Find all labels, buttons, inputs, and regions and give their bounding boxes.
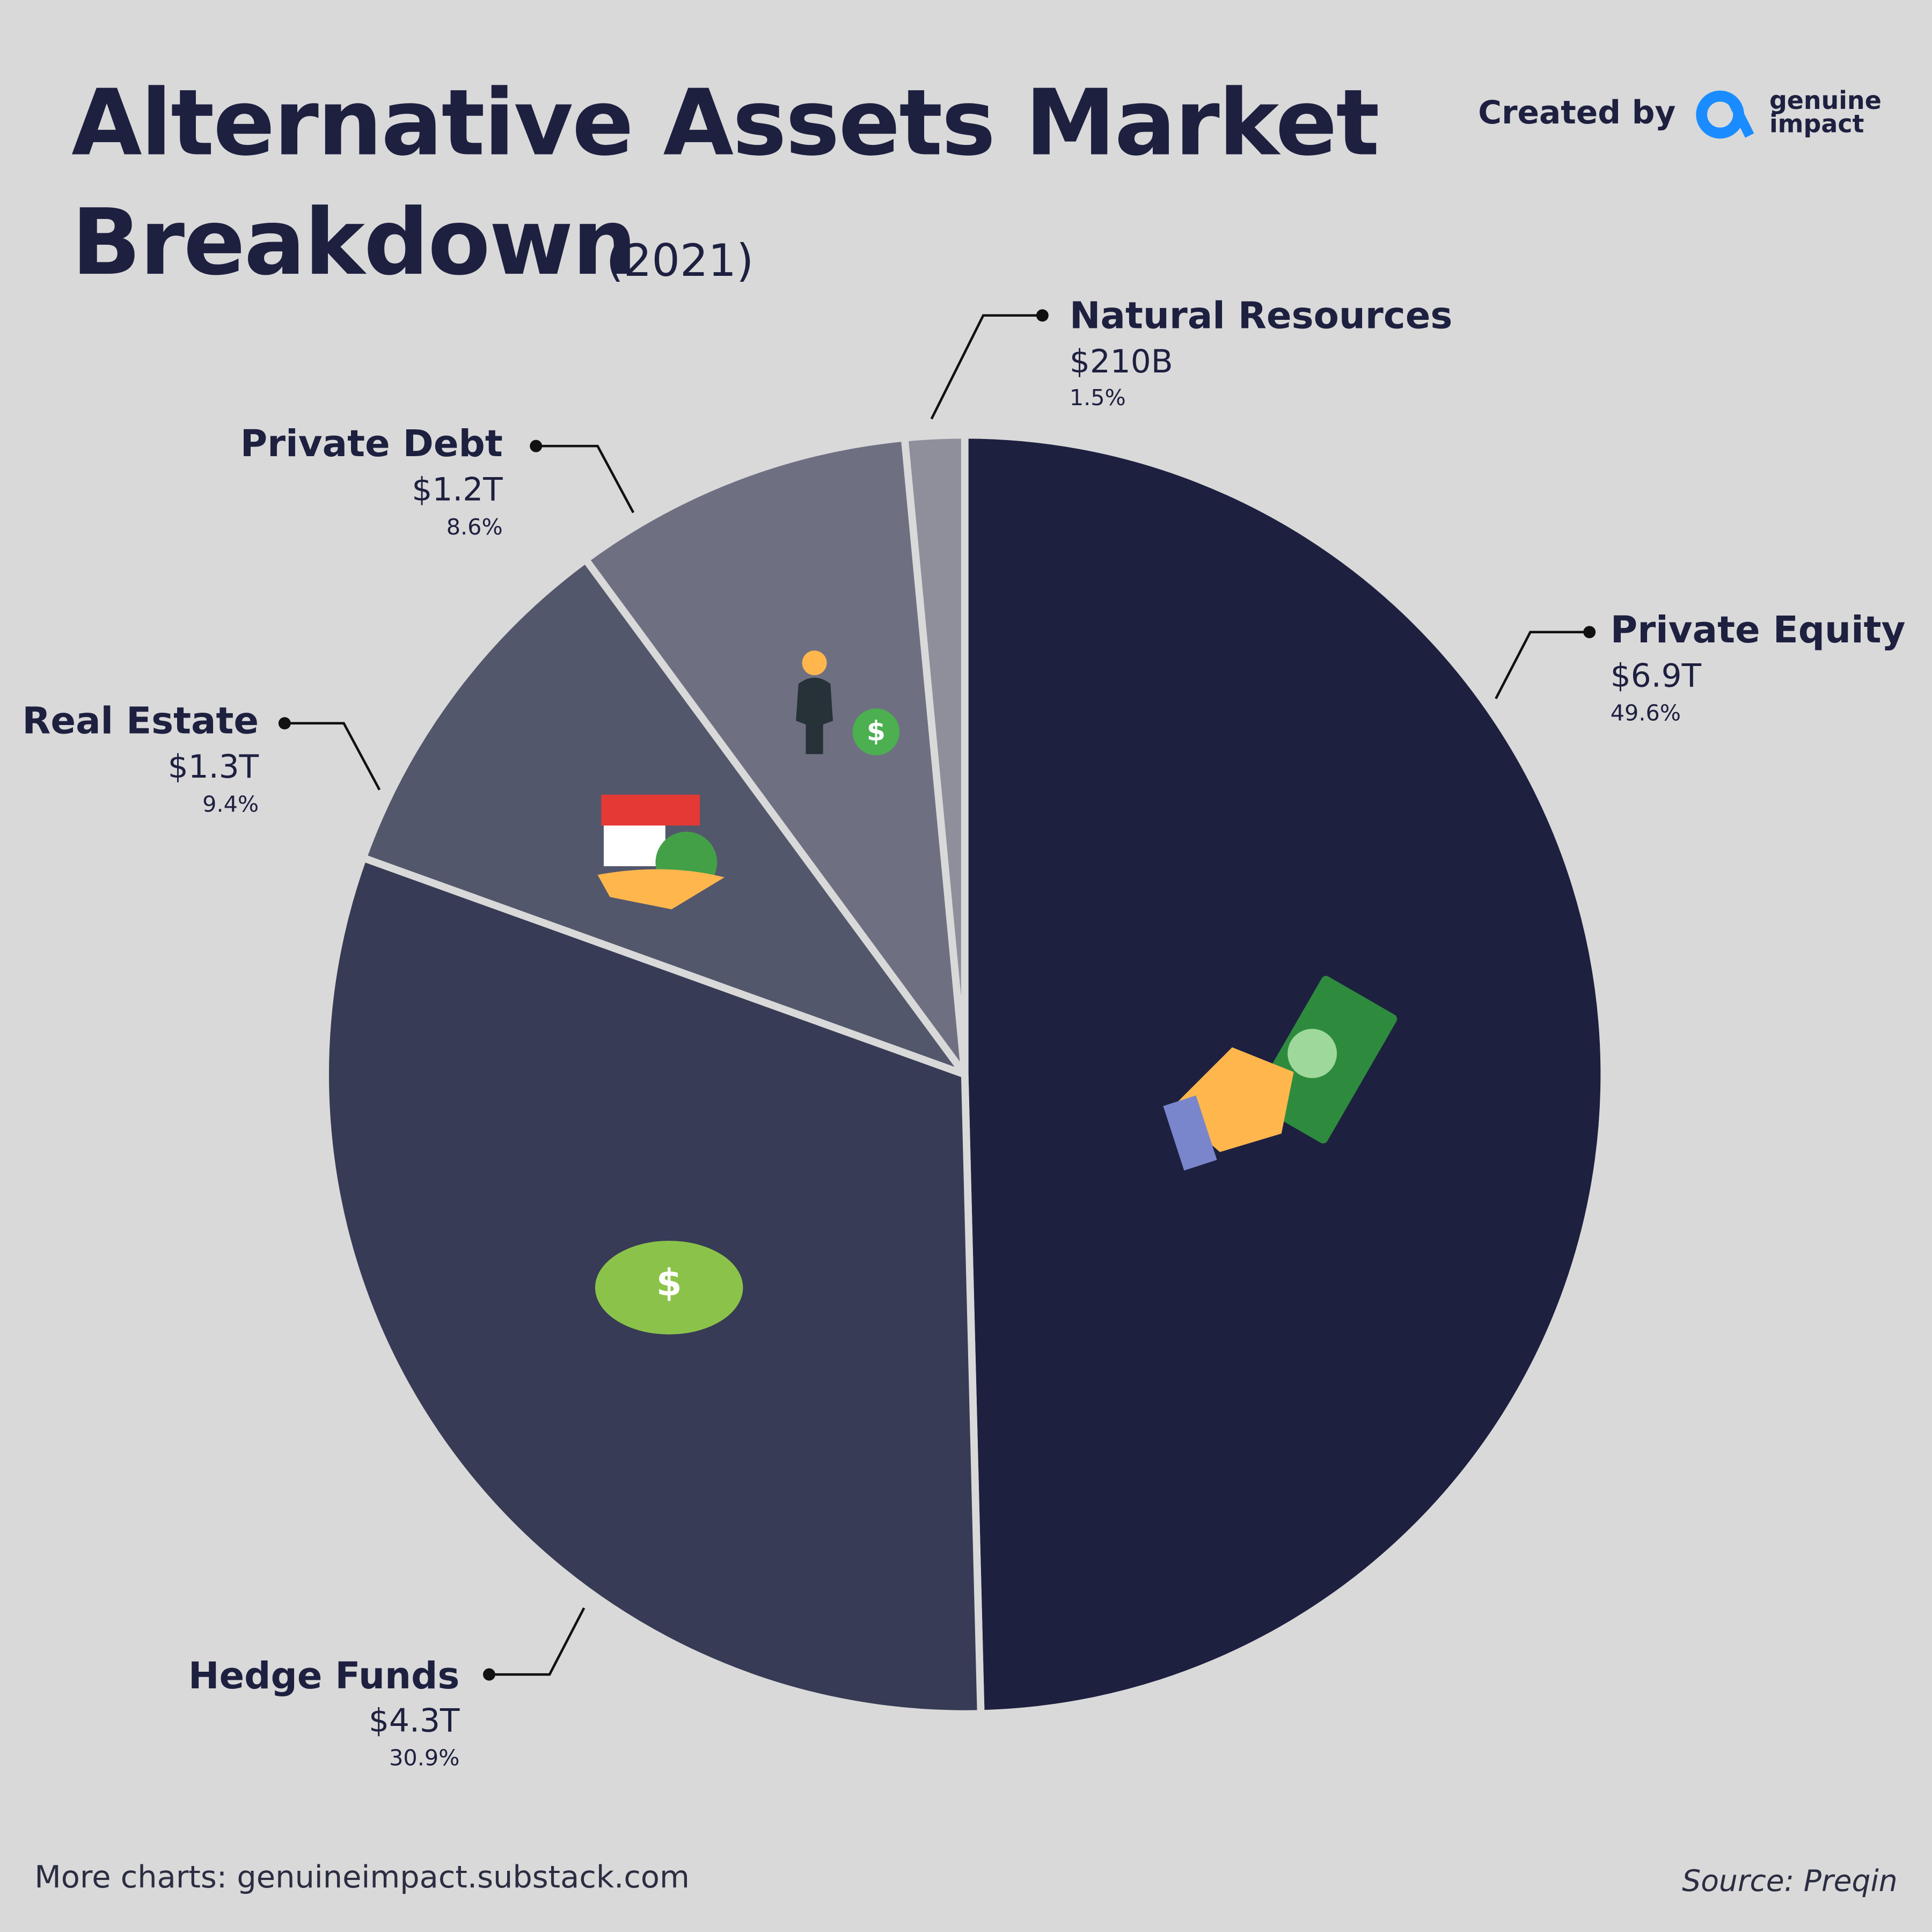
pie-slice (582, 434, 969, 1078)
amount-label: $4.3T (369, 1702, 460, 1739)
leader-line (536, 444, 635, 514)
value-label: 49.6% (1611, 700, 1681, 726)
icon-shape (802, 650, 827, 676)
icon-shape (796, 677, 833, 755)
pie-slice (901, 431, 969, 1078)
source: Source: Preqin (1682, 1863, 1897, 1898)
chart-subtitle: (2021) (606, 235, 754, 287)
icon-symbol: $ (867, 715, 885, 747)
icon-house (597, 794, 724, 910)
value-label: 30.9% (389, 1745, 459, 1771)
logo-mark (1726, 96, 1754, 138)
value-label: 9.4% (202, 792, 259, 817)
icon-bush: $ (595, 1240, 743, 1335)
amount-label: $1.2T (412, 472, 503, 509)
logo-text: impact (1769, 109, 1864, 138)
value-label: 1.5% (1070, 385, 1126, 411)
icon-cash (1163, 976, 1397, 1171)
icon-shape (595, 1240, 743, 1335)
leader-dot (1583, 626, 1596, 639)
icon-shape (601, 794, 700, 826)
chart-title: Breakdown (71, 189, 636, 296)
logo-text: genuine (1769, 86, 1882, 115)
amount-label: $210B (1070, 343, 1173, 380)
icon-symbol: $ (656, 1262, 682, 1305)
labels: Private Equity $6.9T 49.6% Hedge Funds $4.3T… (22, 294, 1905, 1770)
leader-line (489, 1607, 586, 1676)
leader-dot (1036, 309, 1049, 322)
icon-shape (852, 708, 900, 756)
slice-label: Real Estate (22, 700, 259, 743)
leader-dot (278, 717, 291, 730)
slice-label: Hedge Funds (188, 1655, 460, 1697)
icon-debt: $ (796, 650, 900, 756)
value-label: 8.6% (447, 514, 503, 540)
credit: Created by (1478, 94, 1675, 131)
amount-label: $6.9T (1611, 657, 1702, 694)
slice-label: Private Debt (240, 422, 503, 465)
icon-shape (1287, 1029, 1337, 1078)
footer: More charts: genuineimpact.substack.com (34, 1859, 690, 1895)
leader-line (930, 314, 1043, 420)
slice-label: Private Equity (1611, 609, 1906, 652)
icons: $ $ (595, 650, 1397, 1335)
slice-label: Natural Resources (1070, 294, 1453, 337)
leader-line (1495, 631, 1590, 699)
chart-title: Alternative Assets Market (71, 70, 1378, 176)
logo: genuine impact (1696, 86, 1882, 139)
icon-shape (597, 869, 724, 910)
icon-shape (1163, 1095, 1217, 1171)
pie (321, 431, 1608, 1718)
leader-dot (483, 1668, 495, 1681)
amount-label: $1.3T (168, 749, 259, 786)
leader-line (284, 722, 381, 791)
leader-dot (530, 440, 543, 452)
